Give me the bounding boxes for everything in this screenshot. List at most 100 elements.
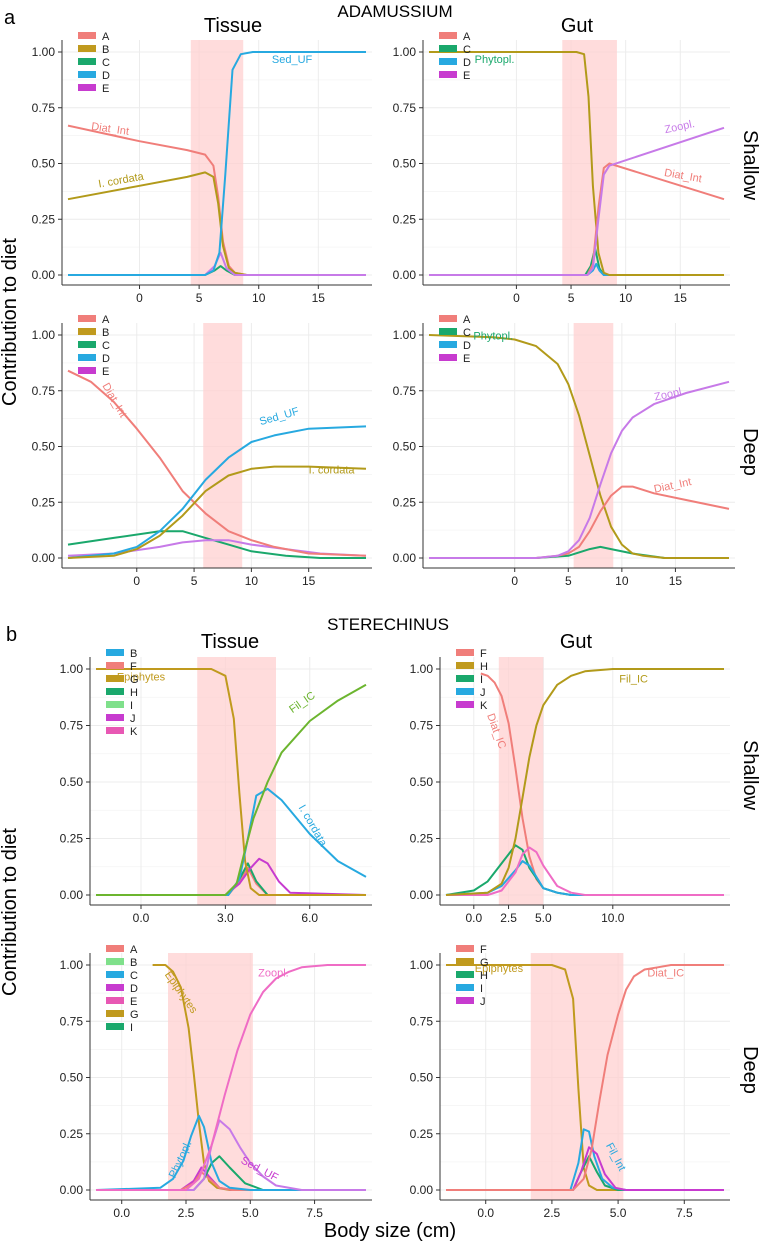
series-line xyxy=(429,380,730,559)
chart-panel-sterechinus-gut-deep: 0.00 0.25 0.50 0.75 1.00 0.0 2.5 5.0 7.5 Epiphyte… xyxy=(410,944,730,1220)
y-tick-label: 0.75 xyxy=(32,384,56,398)
legend-swatch xyxy=(106,997,124,1004)
x-tick-label: 10 xyxy=(619,291,633,305)
y-tick-label: 0.00 xyxy=(32,551,56,565)
legend-label: H xyxy=(480,661,488,673)
legend-label: C xyxy=(102,57,110,69)
legend-swatch xyxy=(78,367,96,374)
legend-swatch xyxy=(78,32,96,39)
legend-swatch xyxy=(106,649,124,656)
y-tick-label: 0.00 xyxy=(410,888,434,902)
legend-label: F xyxy=(480,944,487,956)
y-tick-label: 1.00 xyxy=(60,662,84,676)
y-tick-label: 0.00 xyxy=(60,888,84,902)
series-line xyxy=(428,334,729,559)
y-tick-label: 0.50 xyxy=(32,440,56,454)
legend-label: C xyxy=(130,970,138,982)
legend-label: F xyxy=(480,648,487,660)
legend-label: C xyxy=(463,327,471,339)
x-tick-label: 0 xyxy=(136,291,143,305)
legend-swatch xyxy=(106,1010,124,1017)
y-tick-label: 1.00 xyxy=(393,45,417,59)
x-tick-label: 0.0 xyxy=(465,911,482,925)
legend-swatch xyxy=(106,675,124,682)
section-b-letter: b xyxy=(6,624,17,646)
legend-swatch xyxy=(439,71,457,78)
row-label-deep-a: Deep xyxy=(739,428,761,476)
y-tick-label: 0.75 xyxy=(410,1014,434,1028)
legend-label: K xyxy=(480,700,488,712)
legend-swatch xyxy=(78,58,96,65)
legend-swatch xyxy=(78,71,96,78)
legend-label: D xyxy=(130,983,138,995)
legend-label: B xyxy=(130,957,137,969)
x-tick-label: 6.0 xyxy=(301,911,318,925)
legend-swatch xyxy=(106,984,124,991)
y-tick-label: 1.00 xyxy=(32,45,56,59)
legend-label: I xyxy=(130,700,133,712)
legend-swatch xyxy=(456,958,474,965)
legend-swatch xyxy=(106,701,124,708)
legend-label: H xyxy=(480,970,488,982)
series-line xyxy=(429,51,724,276)
chart-panel-sterechinus-gut-shallow: 0.000.250.500.751.000.0 2.5 5.0 10.0Diat_IC… xyxy=(410,648,730,925)
y-tick-label: 0.50 xyxy=(32,157,56,171)
curve-label: I. cordata xyxy=(309,464,356,476)
legend-label: B xyxy=(102,327,109,339)
y-tick-label: 0.75 xyxy=(32,101,56,115)
series-line xyxy=(96,1119,366,1191)
x-tick-label: 7.5 xyxy=(676,1206,693,1220)
y-tick-label: 0.00 xyxy=(410,1183,434,1197)
x-tick-label: 2.5 xyxy=(544,1206,561,1220)
x-tick-label: 5 xyxy=(568,291,575,305)
legend-label: D xyxy=(463,340,471,352)
highlight-band xyxy=(197,657,276,905)
legend-swatch xyxy=(439,315,457,322)
series-line xyxy=(96,668,366,896)
x-tick-label: 5.0 xyxy=(242,1206,259,1220)
section-b-title: STERECHINUS xyxy=(327,615,449,634)
x-tick-label: 0.0 xyxy=(133,911,150,925)
legend-label: E xyxy=(102,366,109,378)
highlight-band xyxy=(562,40,617,285)
column-title-tissue-a: Tissue xyxy=(204,15,262,37)
legend-swatch xyxy=(456,662,474,669)
legend-label: B xyxy=(102,44,109,56)
series-line xyxy=(446,964,724,1191)
legend-label: A xyxy=(463,31,471,43)
curve-label: Fil_IC xyxy=(619,674,648,686)
x-axis-label: Body size (cm) xyxy=(324,1220,456,1242)
series-line xyxy=(67,465,367,559)
legend-swatch xyxy=(456,701,474,708)
legend-label: C xyxy=(463,44,471,56)
legend-label: G xyxy=(130,1009,139,1021)
y-tick-label: 0.25 xyxy=(60,832,84,846)
legend-swatch xyxy=(78,45,96,52)
series-line xyxy=(446,964,724,1191)
y-tick-label: 0.00 xyxy=(393,268,417,282)
y-tick-label: 1.00 xyxy=(32,328,56,342)
y-tick-label: 0.25 xyxy=(393,212,417,226)
y-tick-label: 0.25 xyxy=(60,1127,84,1141)
curve-label: Phytopl. xyxy=(473,330,513,342)
panel-background xyxy=(440,657,730,905)
legend-swatch xyxy=(106,1023,124,1030)
x-tick-label: 7.5 xyxy=(306,1206,323,1220)
legend-swatch xyxy=(439,341,457,348)
y-tick-label: 0.50 xyxy=(393,157,417,171)
legend-label: J xyxy=(480,687,486,699)
legend-label: A xyxy=(463,314,471,326)
y-tick-label: 0.75 xyxy=(60,719,84,733)
curve-label: Diat_Int xyxy=(91,121,130,138)
legend-label: E xyxy=(463,70,470,82)
series-line xyxy=(446,1146,724,1191)
legend-label: E xyxy=(463,353,470,365)
legend-swatch xyxy=(456,997,474,1004)
legend-label: A xyxy=(102,314,110,326)
chart-panel-adamussium-gut-shallow: 0.000.250.500.751.000 5 10 15Phytopl.Zoopl.… xyxy=(393,31,730,305)
y-axis-label-b: Contribution to diet xyxy=(0,828,21,996)
highlight-band xyxy=(573,323,614,568)
y-tick-label: 1.00 xyxy=(393,328,417,342)
